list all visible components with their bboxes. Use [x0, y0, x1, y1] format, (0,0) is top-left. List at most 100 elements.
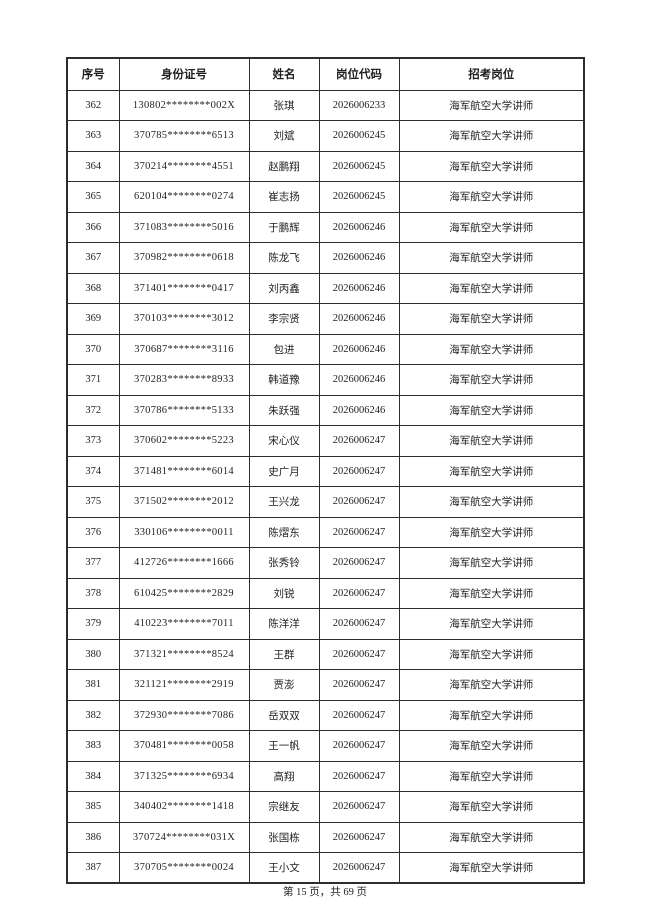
cell-id-number: 340402********1418 — [118, 791, 250, 823]
cell-id-number: 410223********7011 — [118, 608, 250, 640]
cell-position-code: 2026006246 — [318, 394, 400, 426]
cell-position-code: 2026006246 — [318, 333, 400, 365]
cell-position-code: 2026006247 — [318, 760, 400, 792]
column-header-position-title: 招考岗位 — [398, 57, 585, 91]
cell-name: 陈洋洋 — [248, 608, 320, 640]
cell-position-title: 海军航空大学讲师 — [398, 425, 585, 457]
cell-name: 宗继友 — [248, 791, 320, 823]
cell-name: 朱跃强 — [248, 394, 320, 426]
cell-name: 张秀铃 — [248, 547, 320, 579]
cell-position-title: 海军航空大学讲师 — [398, 638, 585, 670]
cell-name: 刘斌 — [248, 120, 320, 152]
cell-name: 贾澎 — [248, 669, 320, 701]
cell-id-number: 330106********0011 — [118, 516, 250, 548]
table-row: 382 372930********7086 岳双双 2026006247 海军航空大学… — [66, 699, 585, 731]
table-row: 387 370705********0024 王小文 2026006247 海军航空大学… — [66, 852, 585, 884]
cell-id-number: 370214********4551 — [118, 150, 250, 182]
cell-position-title: 海军航空大学讲师 — [398, 394, 585, 426]
cell-name: 刘丙鑫 — [248, 272, 320, 304]
cell-id-number: 370705********0024 — [118, 852, 250, 884]
cell-id-number: 372930********7086 — [118, 699, 250, 731]
cell-position-code: 2026006246 — [318, 242, 400, 274]
cell-position-title: 海军航空大学讲师 — [398, 333, 585, 365]
cell-position-title: 海军航空大学讲师 — [398, 211, 585, 243]
table-row: 375 371502********2012 王兴龙 2026006247 海军航空大学… — [66, 486, 585, 518]
cell-serial: 387 — [66, 852, 120, 884]
cell-position-title: 海军航空大学讲师 — [398, 303, 585, 335]
cell-position-title: 海军航空大学讲师 — [398, 89, 585, 121]
cell-name: 张国栋 — [248, 821, 320, 853]
cell-serial: 373 — [66, 425, 120, 457]
cell-id-number: 370724********031X — [118, 821, 250, 853]
table-row: 379 410223********7011 陈洋洋 2026006247 海军航空大学… — [66, 608, 585, 640]
cell-serial: 366 — [66, 211, 120, 243]
cell-id-number: 370982********0618 — [118, 242, 250, 274]
cell-position-code: 2026006247 — [318, 486, 400, 518]
cell-id-number: 620104********0274 — [118, 181, 250, 213]
cell-serial: 372 — [66, 394, 120, 426]
table-header-row: 序号 身份证号 姓名 岗位代码 招考岗位 — [66, 57, 585, 91]
cell-name: 王一帆 — [248, 730, 320, 762]
cell-name: 于鹏辉 — [248, 211, 320, 243]
cell-serial: 382 — [66, 699, 120, 731]
cell-id-number: 371083********5016 — [118, 211, 250, 243]
column-header-position-code: 岗位代码 — [318, 57, 400, 91]
cell-serial: 370 — [66, 333, 120, 365]
cell-position-title: 海军航空大学讲师 — [398, 516, 585, 548]
cell-position-title: 海军航空大学讲师 — [398, 364, 585, 396]
cell-position-code: 2026006233 — [318, 89, 400, 121]
cell-serial: 364 — [66, 150, 120, 182]
cell-serial: 384 — [66, 760, 120, 792]
cell-serial: 379 — [66, 608, 120, 640]
table-row: 384 371325********6934 高翔 2026006247 海军航空大学讲… — [66, 760, 585, 792]
table-row: 364 370214********4551 赵鹏翔 2026006245 海军航空大学… — [66, 150, 585, 182]
cell-name: 王群 — [248, 638, 320, 670]
cell-position-code: 2026006247 — [318, 699, 400, 731]
table-row: 376 330106********0011 陈熠东 2026006247 海军航空大学… — [66, 516, 585, 548]
cell-name: 刘锐 — [248, 577, 320, 609]
cell-name: 赵鹏翔 — [248, 150, 320, 182]
cell-id-number: 370481********0058 — [118, 730, 250, 762]
cell-name: 史广月 — [248, 455, 320, 487]
cell-position-code: 2026006246 — [318, 303, 400, 335]
cell-position-code: 2026006246 — [318, 211, 400, 243]
table-row: 381 321121********2919 贾澎 2026006247 海军航空大学讲… — [66, 669, 585, 701]
cell-position-code: 2026006247 — [318, 516, 400, 548]
cell-position-title: 海军航空大学讲师 — [398, 821, 585, 853]
cell-position-title: 海军航空大学讲师 — [398, 272, 585, 304]
table-row: 367 370982********0618 陈龙飞 2026006246 海军航空大学… — [66, 242, 585, 274]
table-row: 363 370785********6513 刘斌 2026006245 海军航空大学讲… — [66, 120, 585, 152]
cell-name: 李宗贤 — [248, 303, 320, 335]
cell-serial: 383 — [66, 730, 120, 762]
cell-id-number: 370687********3116 — [118, 333, 250, 365]
cell-serial: 377 — [66, 547, 120, 579]
cell-id-number: 371321********8524 — [118, 638, 250, 670]
table-row: 386 370724********031X 张国栋 2026006247 海军航空大学… — [66, 821, 585, 853]
cell-serial: 371 — [66, 364, 120, 396]
cell-position-code: 2026006247 — [318, 852, 400, 884]
cell-serial: 367 — [66, 242, 120, 274]
table-row: 368 371401********0417 刘丙鑫 2026006246 海军航空大学… — [66, 272, 585, 304]
cell-serial: 380 — [66, 638, 120, 670]
cell-serial: 368 — [66, 272, 120, 304]
cell-position-code: 2026006247 — [318, 638, 400, 670]
cell-serial: 385 — [66, 791, 120, 823]
cell-position-title: 海军航空大学讲师 — [398, 577, 585, 609]
cell-position-title: 海军航空大学讲师 — [398, 455, 585, 487]
cell-position-title: 海军航空大学讲师 — [398, 760, 585, 792]
cell-position-code: 2026006246 — [318, 364, 400, 396]
cell-id-number: 321121********2919 — [118, 669, 250, 701]
cell-id-number: 371502********2012 — [118, 486, 250, 518]
cell-position-title: 海军航空大学讲师 — [398, 669, 585, 701]
cell-position-title: 海军航空大学讲师 — [398, 730, 585, 762]
table-row: 378 610425********2829 刘锐 2026006247 海军航空大学讲… — [66, 577, 585, 609]
cell-position-title: 海军航空大学讲师 — [398, 120, 585, 152]
table-row: 369 370103********3012 李宗贤 2026006246 海军航空大学… — [66, 303, 585, 335]
cell-name: 宋心仪 — [248, 425, 320, 457]
cell-position-code: 2026006247 — [318, 547, 400, 579]
cell-position-title: 海军航空大学讲师 — [398, 181, 585, 213]
cell-position-title: 海军航空大学讲师 — [398, 699, 585, 731]
cell-position-code: 2026006247 — [318, 730, 400, 762]
cell-serial: 381 — [66, 669, 120, 701]
table-row: 365 620104********0274 崔志扬 2026006245 海军航空大学… — [66, 181, 585, 213]
